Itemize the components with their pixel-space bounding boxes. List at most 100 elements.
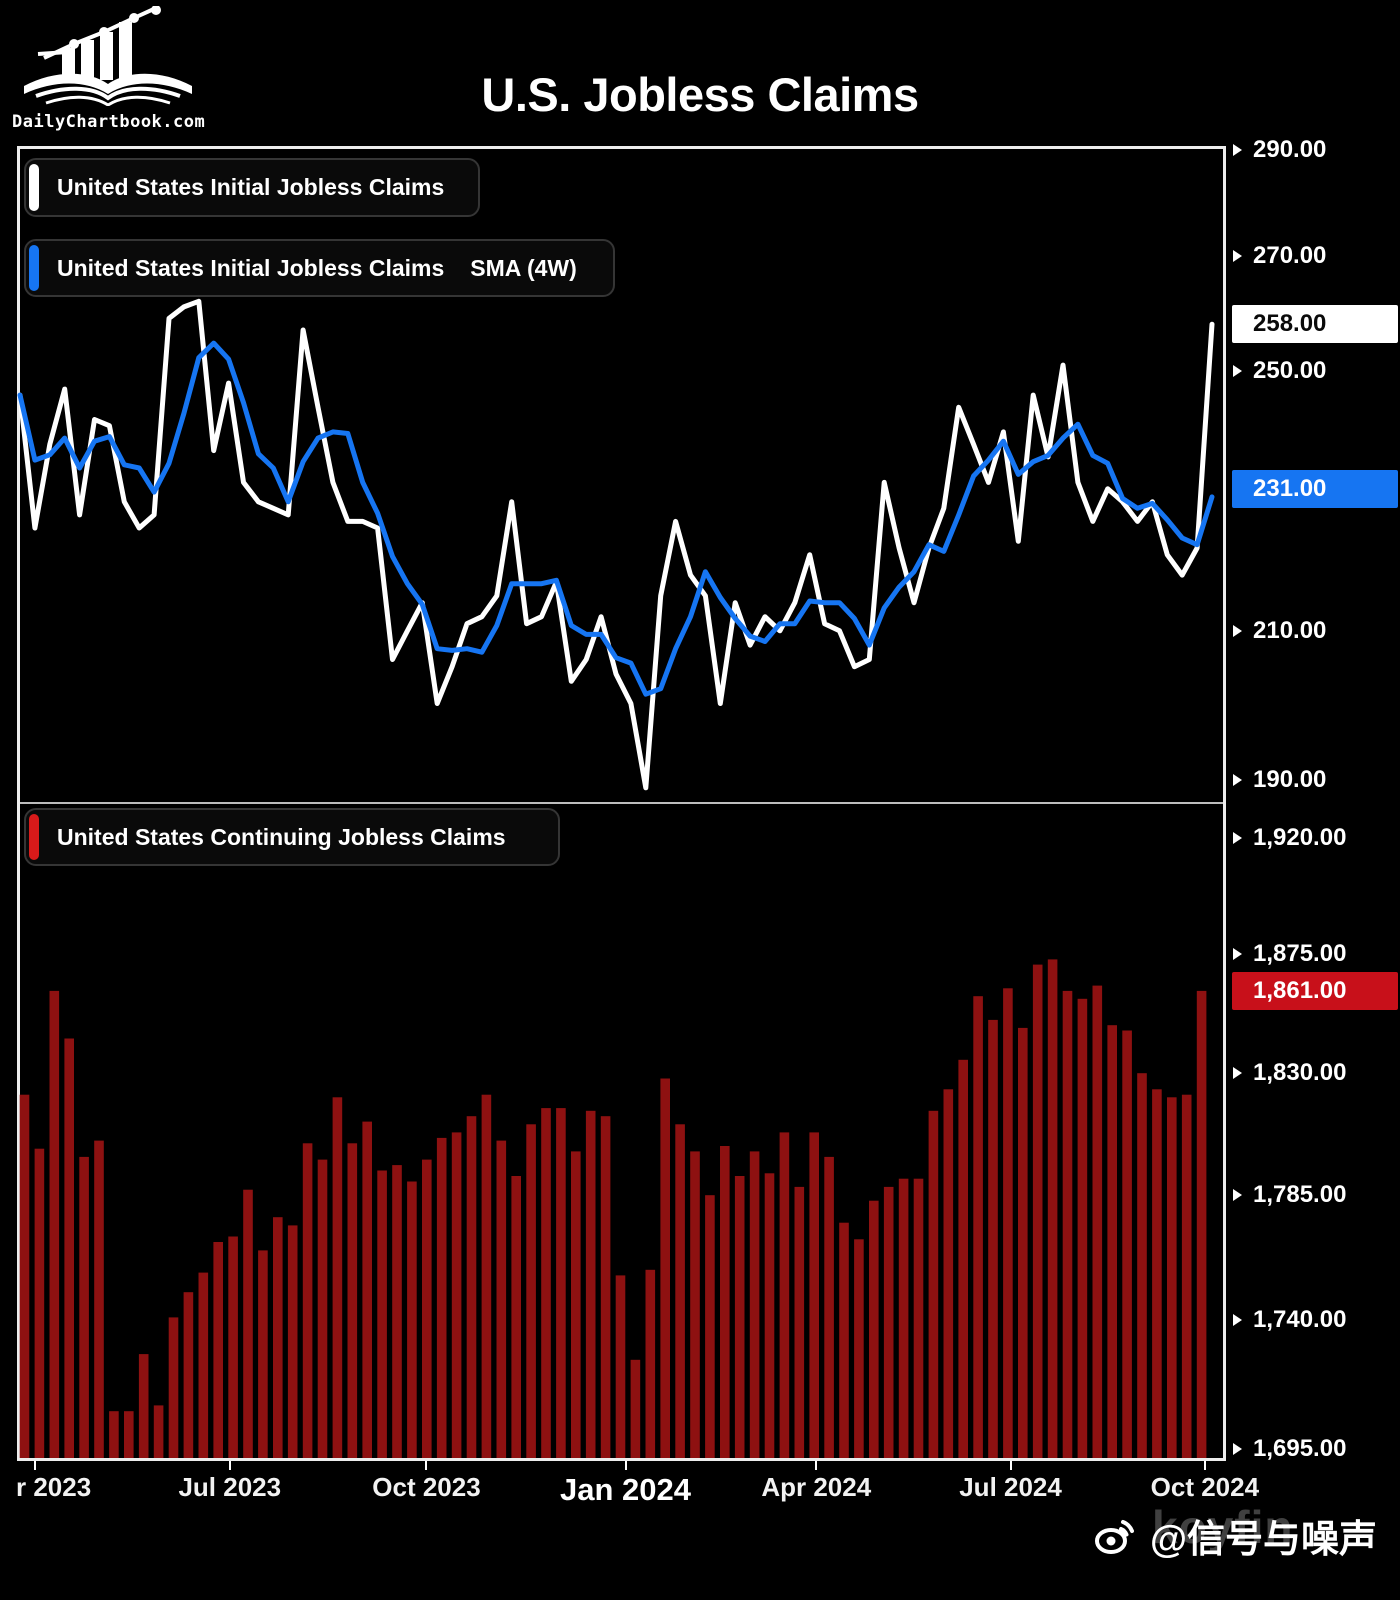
axis-tick-arrow-icon [1233,832,1242,844]
x-axis-tick [624,1461,627,1470]
continuing-claims-bar [645,1269,656,1458]
continuing-claims-bar [496,1140,507,1458]
continuing-claims-bar [243,1189,253,1458]
continuing-claims-bar [883,1186,894,1458]
x-axis-tick [1009,1461,1012,1470]
continuing-claims-bar [332,1097,343,1458]
continuing-claims-bar [720,1146,730,1458]
continuing-claims-bar [1167,1097,1177,1458]
x-axis-tick [1203,1461,1206,1470]
continuing-claims-bar [49,990,60,1458]
axis-tick-arrow-icon [1233,948,1242,961]
continuing-claims-bar [913,1178,924,1458]
continuing-claims-bar [675,1124,685,1458]
continuing-claims-bar [615,1275,626,1458]
continuing-claims-bar [943,1089,954,1458]
continuing-claims-bar [779,1132,790,1458]
continuing-claims-bar [436,1137,447,1458]
continuing-claims-bar [705,1195,715,1458]
continuing-claims-bar [466,1116,477,1458]
weibo-watermark: @信号与噪声 [1092,1508,1377,1563]
legend-continuing-claims[interactable]: United States Continuing Jobless Claims [24,808,560,866]
continuing-claims-bar [1077,998,1088,1458]
legend-initial-claims-label: United States Initial Jobless Claims [57,174,445,200]
continuing-claims-bar [1196,990,1207,1458]
y-axis-label: 250.00 [1253,357,1327,385]
x-axis-label: Apr 2024 [761,1472,872,1502]
continuing-claims-bar [481,1094,492,1458]
continuing-claims-bar [347,1143,358,1458]
axis-tick-arrow-icon [1233,250,1242,263]
panel-divider [20,802,1223,804]
continuing-claims-bar [898,1178,909,1458]
axis-tick-arrow-icon [1233,773,1242,786]
legend-continuing-claims-label: United States Continuing Jobless Claims [57,823,506,850]
legend-sma[interactable]: United States Initial Jobless Claims SMA… [24,239,615,297]
x-axis-label: Jul 2024 [959,1472,1062,1502]
continuing-claims-bar [660,1078,670,1458]
continuing-claims-bar [407,1181,417,1458]
continuing-claims-bar [585,1110,596,1458]
y-axis-label: 290.00 [1253,136,1327,163]
continuing-claims-bar [839,1222,849,1458]
weibo-icon [1095,1519,1134,1554]
continuing-claims-bar [302,1143,313,1458]
last-value-badge: 1,861.00 [1232,971,1398,1010]
continuing-claims-bar [287,1225,298,1458]
continuing-claims-bar [213,1242,223,1458]
x-axis-label: Jan 2024 [560,1472,692,1507]
continuing-claims-bar [258,1250,268,1458]
x-axis-label: r 2023 [16,1472,92,1502]
legend-sma-label: United States Initial Jobless Claims [57,254,445,281]
continuing-claims-bar [988,1019,998,1458]
continuing-claims-plot[interactable] [19,804,1223,1458]
continuing-claims-bar [1137,1073,1147,1458]
legend-sma-suffix: SMA (4W) [470,254,577,281]
continuing-claims-bar [749,1151,760,1458]
axis-tick-arrow-icon [1233,144,1242,156]
x-axis-label: Oct 2023 [372,1472,481,1502]
continuing-claims-bar [228,1236,238,1458]
x-axis-tick [34,1461,37,1470]
continuing-claims-bar [64,1038,74,1458]
dailychartbook-logo-icon [24,6,192,106]
continuing-claims-bar [19,1094,30,1458]
legend-sma-swatch [29,245,39,291]
continuing-claims-bar [824,1156,834,1458]
continuing-claims-bar [526,1124,536,1458]
continuing-claims-bar [109,1411,119,1458]
y-axis-label: 1,920.00 [1253,824,1347,851]
continuing-claims-bar [809,1132,819,1458]
legend-initial-claims-swatch [29,164,39,211]
continuing-claims-bar [1092,985,1103,1458]
sma-4w-line [17,340,1215,697]
x-axis-label: Jul 2023 [178,1472,282,1502]
continuing-claims-bar [630,1359,641,1458]
continuing-claims-bar [153,1405,164,1458]
continuing-claims-bar [1107,1025,1117,1458]
continuing-claims-bar [794,1186,805,1458]
y-axis-label: 1,695.00 [1253,1434,1347,1462]
continuing-claims-bar [571,1151,581,1458]
axis-tick-arrow-icon [1233,1067,1242,1080]
legend-initial-claims[interactable]: United States Initial Jobless Claims [24,158,480,217]
continuing-claims-bar [1062,990,1073,1458]
continuing-claims-bar [451,1132,462,1458]
continuing-claims-bar [928,1110,939,1458]
last-value-badge: 258.00 [1232,305,1398,344]
continuing-claims-bar [600,1116,611,1458]
continuing-claims-bar [690,1151,700,1458]
axis-tick-arrow-icon [1233,365,1242,378]
continuing-claims-bar [198,1272,209,1458]
continuing-claims-bar [392,1165,402,1458]
continuing-claims-bar [1181,1094,1192,1458]
continuing-claims-bar [34,1148,45,1458]
continuing-claims-bar [1003,988,1013,1458]
continuing-claims-bar [362,1121,372,1458]
initial-claims-plot[interactable] [17,149,1223,802]
continuing-claims-bar [1152,1089,1162,1458]
axis-tick-arrow-icon [1233,1189,1242,1202]
continuing-claims-bar [764,1173,775,1458]
continuing-claims-bar [273,1217,283,1458]
